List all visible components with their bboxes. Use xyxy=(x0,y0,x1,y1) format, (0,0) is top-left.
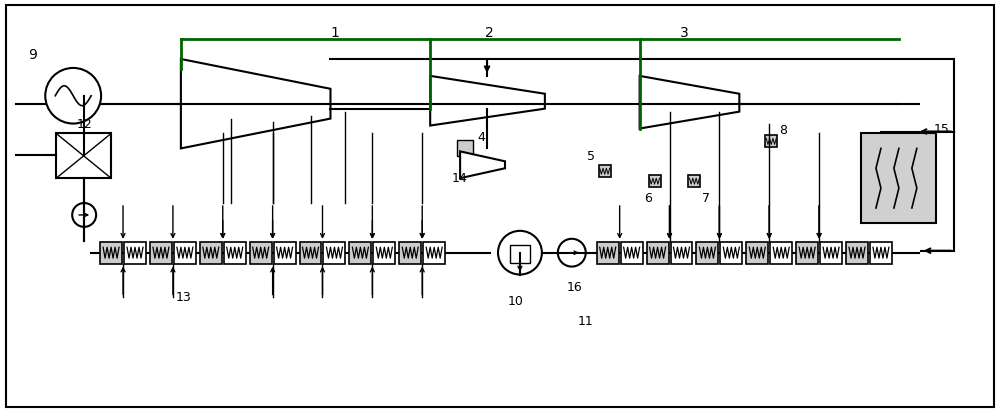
Bar xyxy=(56,134,111,179)
Text: 11: 11 xyxy=(578,314,594,328)
Text: 16: 16 xyxy=(567,281,583,294)
Text: 3: 3 xyxy=(680,26,688,40)
Bar xyxy=(224,242,246,264)
Bar xyxy=(323,242,345,264)
Bar xyxy=(274,242,296,264)
Bar xyxy=(671,242,692,264)
Text: 13: 13 xyxy=(176,291,192,304)
Bar xyxy=(770,242,792,264)
Bar xyxy=(457,141,473,157)
Text: 14: 14 xyxy=(452,172,468,185)
Bar xyxy=(621,242,643,264)
Bar xyxy=(124,242,146,264)
Text: 8: 8 xyxy=(779,124,787,137)
Text: 10: 10 xyxy=(508,294,524,308)
Bar xyxy=(746,242,768,264)
Bar xyxy=(597,242,619,264)
Bar xyxy=(250,242,272,264)
Bar xyxy=(696,242,718,264)
Bar xyxy=(870,242,892,264)
Bar xyxy=(861,134,936,223)
Bar xyxy=(399,242,421,264)
Bar xyxy=(349,242,371,264)
Bar xyxy=(423,242,445,264)
Text: 9: 9 xyxy=(28,48,37,62)
Bar xyxy=(688,176,700,188)
Bar xyxy=(100,242,122,264)
Polygon shape xyxy=(460,152,505,179)
Bar xyxy=(720,242,742,264)
Bar xyxy=(649,176,661,188)
Bar xyxy=(150,242,172,264)
Bar xyxy=(200,242,222,264)
Text: 4: 4 xyxy=(477,131,485,144)
Text: 5: 5 xyxy=(587,150,595,163)
FancyBboxPatch shape xyxy=(6,6,994,407)
Text: 6: 6 xyxy=(645,192,652,204)
Bar xyxy=(796,242,818,264)
Bar xyxy=(846,242,868,264)
Text: 7: 7 xyxy=(702,192,710,204)
Bar xyxy=(599,166,611,178)
Bar xyxy=(373,242,395,264)
Text: 2: 2 xyxy=(485,26,494,40)
Text: 1: 1 xyxy=(330,26,339,40)
Bar xyxy=(820,242,842,264)
Bar xyxy=(647,242,669,264)
Bar xyxy=(174,242,196,264)
Bar xyxy=(765,136,777,148)
Text: 15: 15 xyxy=(934,122,950,135)
Bar xyxy=(300,242,321,264)
Text: 12: 12 xyxy=(76,117,92,130)
Bar xyxy=(510,245,530,263)
